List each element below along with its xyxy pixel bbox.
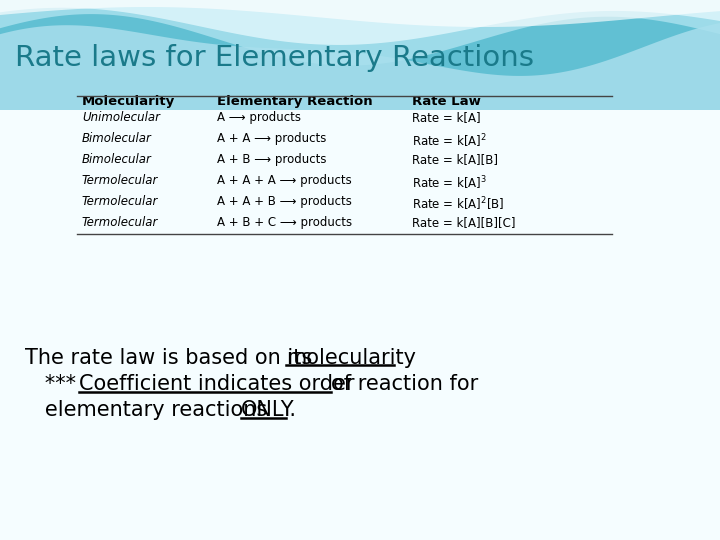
Text: A + A + A ⟶ products: A + A + A ⟶ products (217, 174, 352, 187)
Polygon shape (0, 0, 720, 45)
Text: A + B ⟶ products: A + B ⟶ products (217, 153, 326, 166)
Text: Rate Law: Rate Law (412, 95, 481, 108)
Text: Termolecular: Termolecular (82, 174, 158, 187)
Text: A + B + C ⟶ products: A + B + C ⟶ products (217, 216, 352, 229)
Text: ONLY.: ONLY. (241, 401, 297, 421)
Text: Elementary Reaction: Elementary Reaction (217, 95, 373, 108)
Text: Termolecular: Termolecular (82, 195, 158, 208)
Text: Unimolecular: Unimolecular (82, 111, 160, 124)
Text: A ⟶ products: A ⟶ products (217, 111, 301, 124)
Text: Bimolecular: Bimolecular (82, 153, 152, 166)
Text: of reaction for: of reaction for (331, 374, 478, 394)
Text: Termolecular: Termolecular (82, 216, 158, 229)
Text: Rate = k[A][B]: Rate = k[A][B] (412, 153, 498, 166)
Text: Rate laws for Elementary Reactions: Rate laws for Elementary Reactions (15, 44, 534, 72)
Text: Rate = k[A]$^{2}$[B]: Rate = k[A]$^{2}$[B] (412, 195, 505, 213)
Text: Rate = k[A][B][C]: Rate = k[A][B][C] (412, 216, 516, 229)
Text: Rate = k[A]$^{2}$: Rate = k[A]$^{2}$ (412, 132, 487, 150)
Text: Molecularity: Molecularity (82, 95, 175, 108)
Polygon shape (0, 0, 720, 76)
Text: Bimolecular: Bimolecular (82, 132, 152, 145)
Text: ***: *** (25, 374, 76, 394)
Text: elementary reactions: elementary reactions (25, 401, 274, 421)
Bar (0, 0, 720, 110)
Bar (0, 110, 720, 540)
Text: The rate law is based on its: The rate law is based on its (25, 348, 319, 368)
Text: A + A ⟶ products: A + A ⟶ products (217, 132, 326, 145)
Polygon shape (0, 0, 720, 27)
Text: Rate = k[A]$^{3}$: Rate = k[A]$^{3}$ (412, 174, 487, 192)
Polygon shape (0, 0, 720, 65)
Text: Rate = k[A]: Rate = k[A] (412, 111, 481, 124)
Text: A + A + B ⟶ products: A + A + B ⟶ products (217, 195, 352, 208)
Text: Coefficient indicates order: Coefficient indicates order (79, 374, 361, 394)
Text: molecularity: molecularity (286, 348, 416, 368)
